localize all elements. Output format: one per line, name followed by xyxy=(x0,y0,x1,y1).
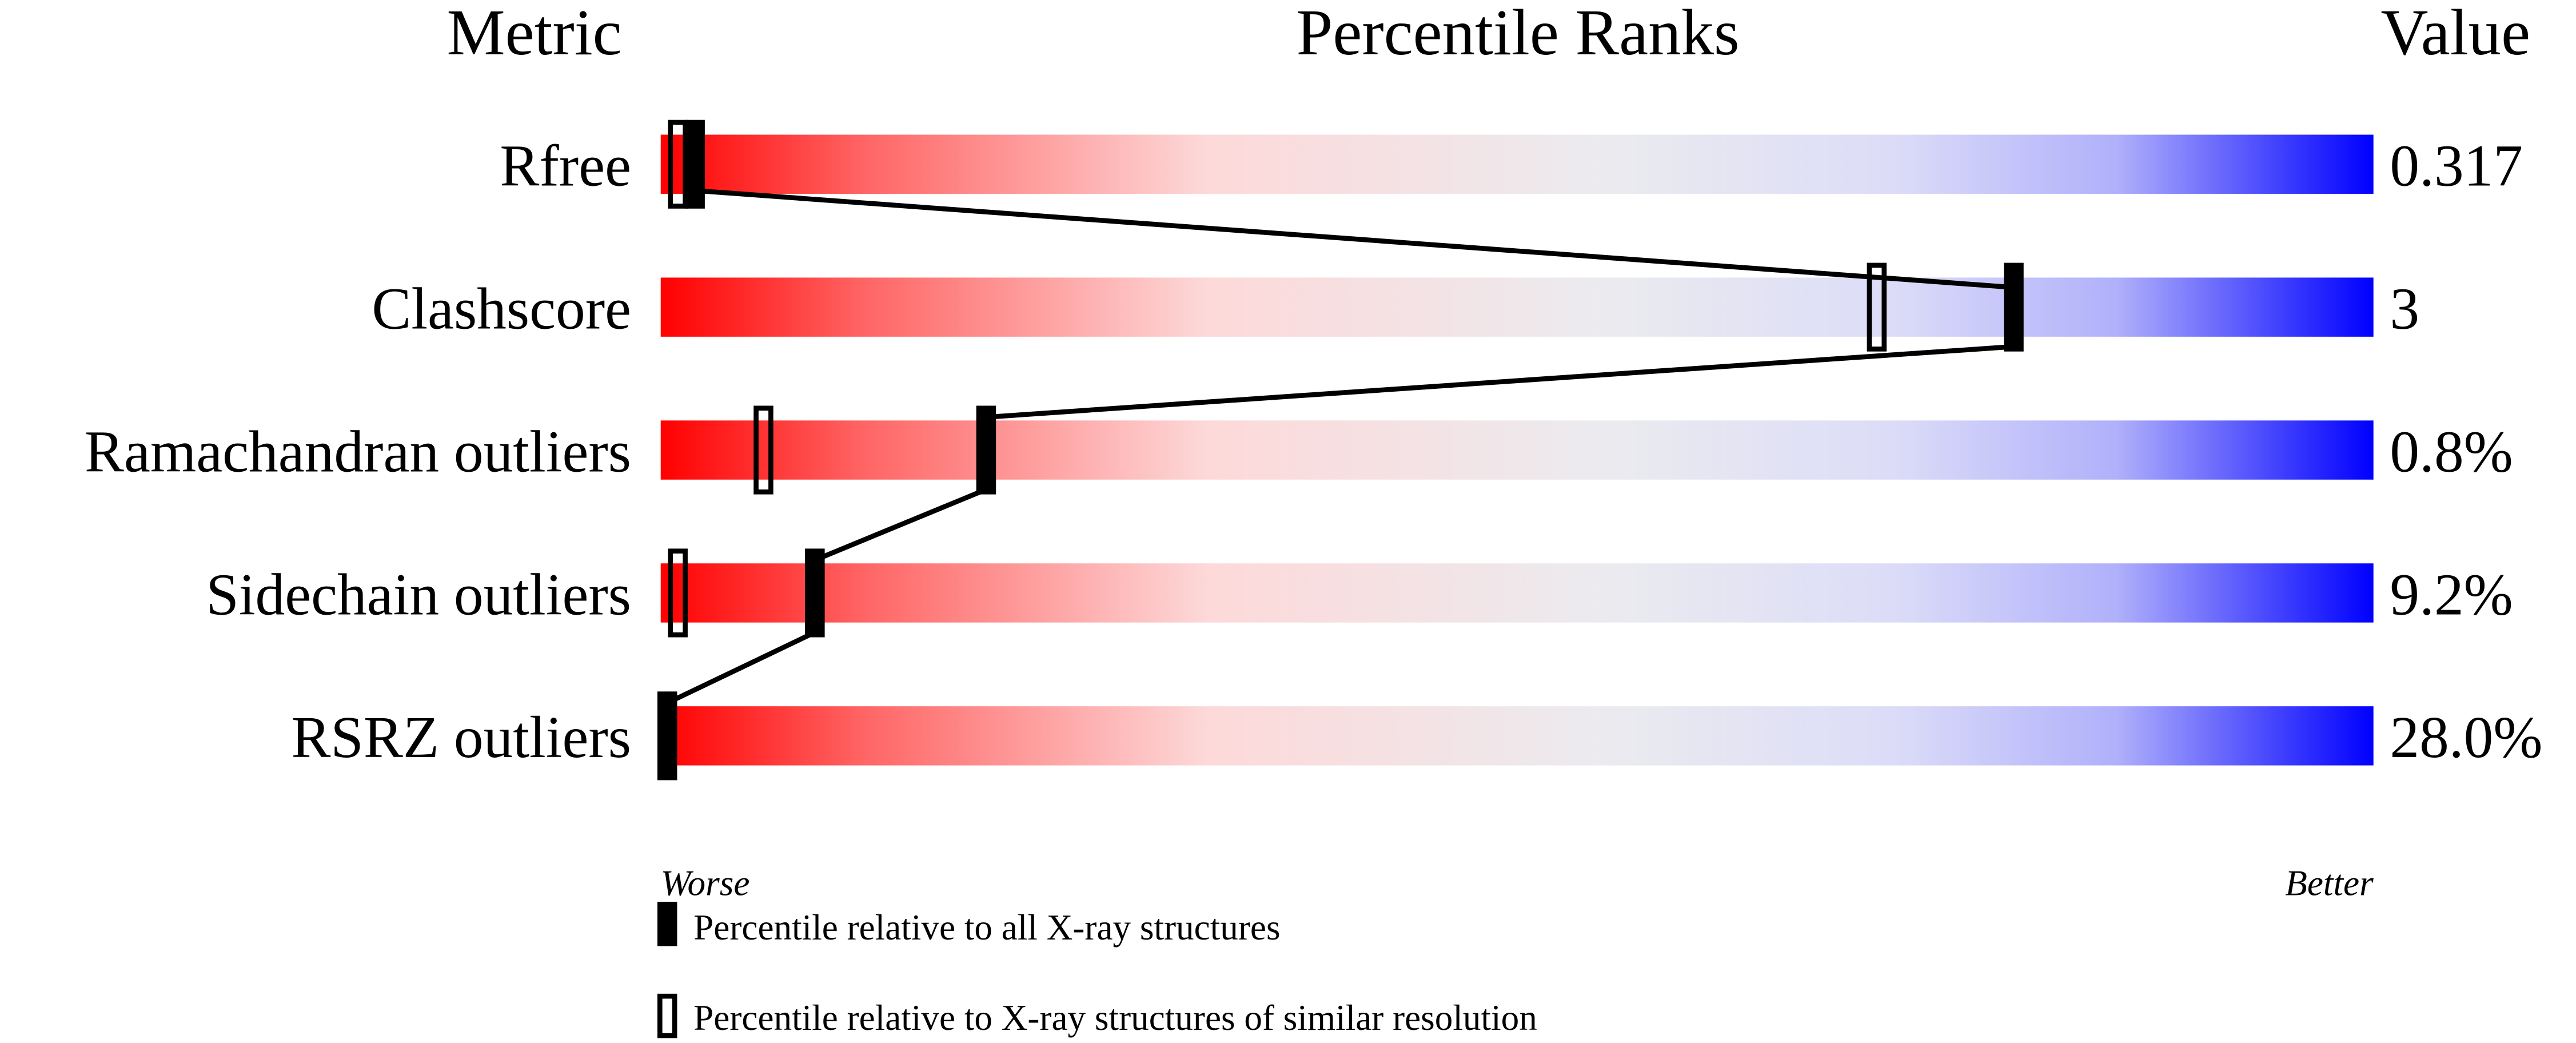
marker-similar-resolution xyxy=(1867,262,1887,352)
percentile-bar xyxy=(660,277,2374,337)
metric-value: 0.8% xyxy=(2390,419,2513,484)
metric-label: Ramachandran outliers xyxy=(85,419,631,484)
metric-value: 3 xyxy=(2390,276,2419,341)
marker-similar-resolution xyxy=(753,405,773,495)
metric-value: 28.0% xyxy=(2390,705,2542,770)
header-value: Value xyxy=(2381,0,2531,69)
connector-line xyxy=(695,188,2014,290)
percentile-bar xyxy=(660,706,2374,766)
header-percentile-ranks: Percentile Ranks xyxy=(1297,0,1740,69)
percentile-bar xyxy=(660,134,2374,194)
marker-all-xray xyxy=(976,405,996,495)
metric-label: Rfree xyxy=(500,134,631,199)
metric-label: RSRZ outliers xyxy=(291,705,631,770)
metric-value: 0.317 xyxy=(2390,134,2523,199)
metric-label: Sidechain outliers xyxy=(206,562,631,627)
marker-similar-resolution xyxy=(668,548,688,638)
header-metric: Metric xyxy=(446,0,621,69)
marker-all-xray xyxy=(2004,262,2024,352)
marker-all-xray xyxy=(805,548,825,638)
legend-solid-marker-icon xyxy=(657,901,677,946)
metric-label: Clashscore xyxy=(372,276,631,341)
legend-similar: Percentile relative to X-ray structures … xyxy=(693,998,1537,1038)
connector-line xyxy=(814,487,987,563)
percentile-bar xyxy=(660,563,2374,623)
legend-open-marker-icon xyxy=(657,993,677,1038)
connector-line xyxy=(666,630,816,706)
marker-all-xray xyxy=(685,120,705,209)
percentile-bar xyxy=(660,420,2374,480)
marker-all-xray xyxy=(657,691,677,781)
axis-label-better: Better xyxy=(2285,863,2374,903)
connector-line xyxy=(986,344,2014,420)
axis-label-worse: Worse xyxy=(661,863,750,903)
metric-value: 9.2% xyxy=(2390,562,2513,627)
legend-all: Percentile relative to all X-ray structu… xyxy=(693,907,1280,948)
